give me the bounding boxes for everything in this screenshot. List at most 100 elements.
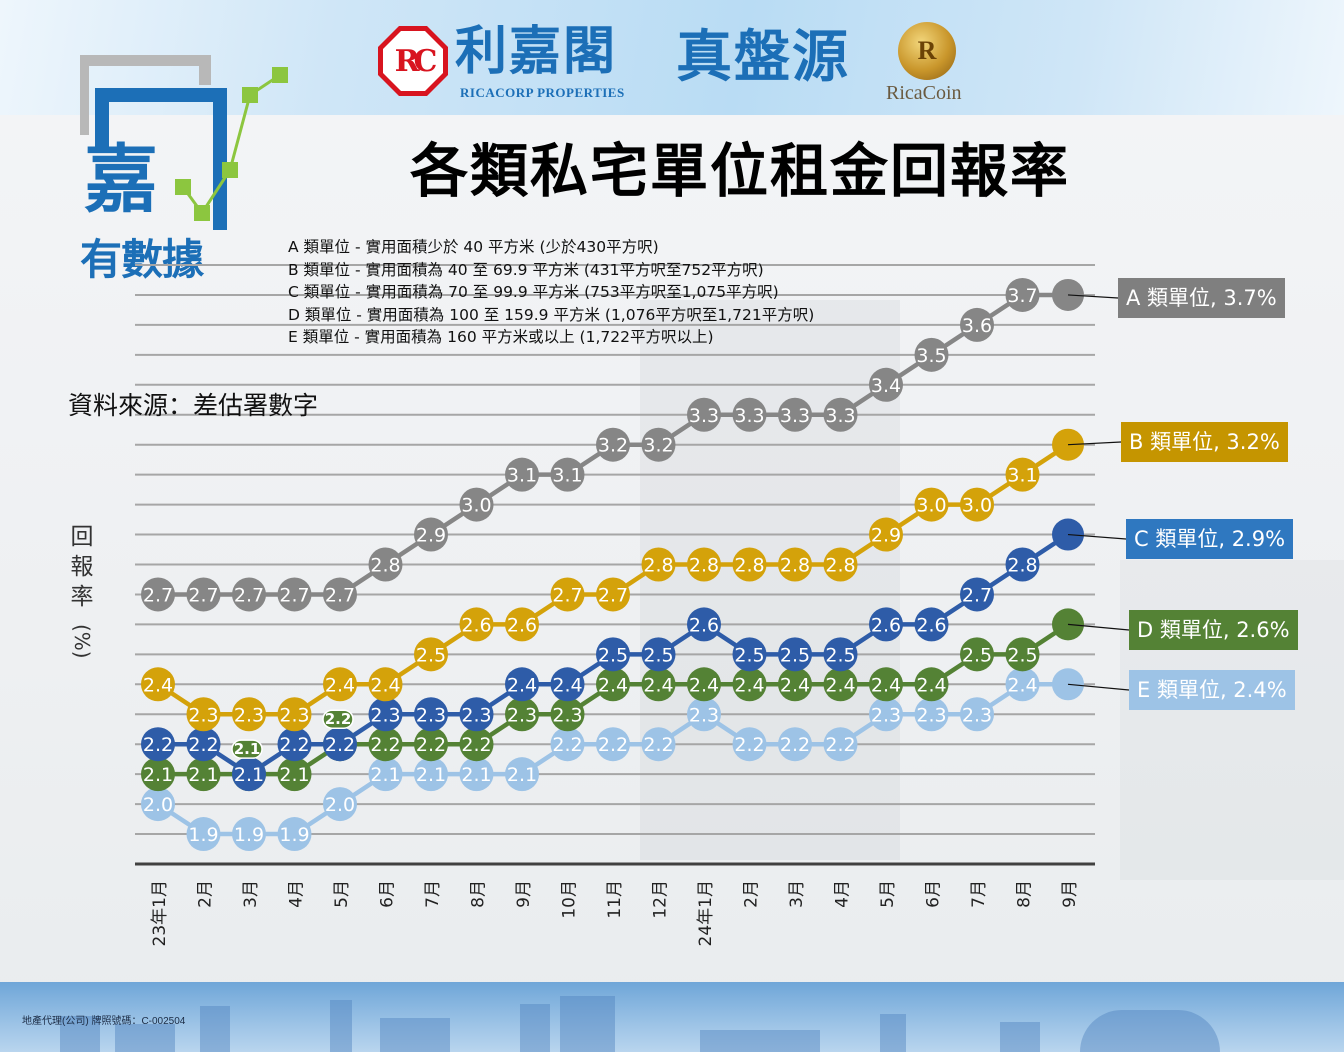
data-point-marker: [186, 697, 221, 732]
data-label: 2.1: [234, 740, 261, 758]
data-point: 2.5: [414, 637, 448, 672]
data-point: 2.3: [869, 697, 903, 732]
callout-leader: [1067, 294, 1119, 299]
ka-data-logo: [80, 55, 288, 230]
y-axis-label: 回 報 率 (%): [64, 522, 100, 666]
x-tick-label: 2月: [742, 880, 762, 908]
data-label: 1.9: [234, 824, 264, 846]
data-points: 2.01.9 1.9 1.92.02.1 2.1 2.1 2.12.2 2.2 2.22.32…: [141, 277, 1084, 852]
background-building: [640, 300, 900, 860]
callout-c: C 類單位, 2.9%: [1126, 519, 1294, 559]
x-tick-label: 8月: [469, 880, 489, 908]
data-label: 2.3: [916, 704, 946, 726]
data-point: 2.2: [459, 727, 494, 762]
x-tick-label: 2月: [196, 880, 216, 908]
data-label: 3.2: [598, 435, 628, 457]
data-point-marker: [641, 547, 676, 582]
data-point: 2.2: [277, 727, 312, 762]
callout-e: E 類單位, 2.4%: [1129, 670, 1295, 710]
data-point-marker: [869, 607, 903, 642]
logo-text-ka: 嘉: [84, 137, 158, 223]
data-label: 2.3: [416, 704, 446, 726]
skyline-shape: [520, 1004, 550, 1052]
data-point-marker: [960, 577, 994, 612]
data-point-marker: [960, 487, 994, 522]
data-point-marker: [596, 637, 630, 672]
data-point-marker: [1005, 457, 1040, 492]
data-point-marker: [641, 637, 676, 672]
data-point-marker: [778, 727, 812, 762]
data-point: 2.2: [641, 727, 676, 762]
logo-point: [242, 87, 258, 103]
data-label: 2.3: [552, 704, 582, 726]
data-point: 2.6: [869, 607, 903, 642]
data-point-marker: [277, 727, 312, 762]
x-tick-label: 8月: [1015, 880, 1035, 908]
ricacoin-icon: R: [898, 22, 956, 80]
data-label: 2.2: [825, 734, 855, 756]
unit-definitions: A 類單位 - 實用面積少於 40 平方米 (少於430平方呎) B 類單位 -…: [288, 236, 814, 349]
data-point-marker: [323, 667, 357, 702]
data-label: 2.2: [734, 734, 764, 756]
data-label: 2.4: [689, 674, 719, 696]
data-point-marker: [232, 577, 266, 612]
data-point: 2.1: [505, 757, 539, 792]
data-point: 2.1: [414, 757, 448, 792]
data-point: 2.8: [368, 547, 403, 582]
data-point-marker: [323, 727, 357, 762]
x-tick-label: 7月: [423, 880, 443, 908]
y-axis-label-char: 報: [70, 554, 94, 580]
data-point-marker: [778, 397, 812, 432]
logo-text-data: 有數據: [80, 235, 204, 284]
data-point: 2.4: [550, 667, 585, 702]
y-axis-unit: (%): [70, 623, 94, 659]
data-label: 2.4: [507, 674, 537, 696]
data-label: 2.6: [507, 614, 537, 636]
data-point-marker: [368, 697, 403, 732]
data-point: 1.9: [232, 817, 266, 852]
data-point: 2.5: [960, 637, 994, 672]
definition-a: A 類單位 - 實用面積少於 40 平方米 (少於430平方呎): [288, 238, 659, 256]
data-label: 3.0: [461, 495, 491, 517]
data-point: 2.3: [687, 697, 721, 732]
data-point: 2.3: [459, 697, 494, 732]
x-tick-label: 9月: [1060, 880, 1080, 908]
data-label-offset: 2.1: [231, 739, 263, 759]
x-tick-label: 5月: [332, 880, 352, 908]
data-point: 2.5: [823, 637, 858, 672]
data-label: 2.2: [188, 734, 218, 756]
data-label: 2.8: [1007, 555, 1037, 577]
logo-point: [175, 179, 191, 195]
data-point: 2.4: [323, 667, 357, 702]
data-label: 2.4: [143, 674, 173, 696]
data-label: 2.1: [507, 764, 537, 786]
data-point-marker: [914, 607, 949, 642]
data-point: 2.5: [641, 637, 676, 672]
data-point: 2.0: [141, 787, 175, 822]
x-tick-label: 6月: [924, 880, 944, 908]
data-label: 2.1: [279, 764, 309, 786]
skyline-shape: [380, 1018, 450, 1052]
data-point: 2.4: [823, 667, 858, 702]
data-point: 2.1: [277, 757, 312, 792]
data-point: 3.1: [1005, 457, 1040, 492]
data-point-marker: [732, 547, 767, 582]
data-point-marker: [914, 487, 949, 522]
x-tick-label: 3月: [787, 880, 807, 908]
data-label: 3.1: [552, 465, 582, 487]
data-point-marker: [869, 367, 903, 402]
data-point: 3.3: [823, 397, 858, 432]
data-point-marker: [778, 637, 812, 672]
data-point: 2.0: [323, 787, 357, 822]
data-point: 2.3: [414, 697, 448, 732]
data-label: 2.3: [871, 704, 901, 726]
data-point: 2.4: [778, 667, 812, 702]
data-label: 2.7: [325, 584, 355, 606]
data-label: 2.3: [370, 704, 400, 726]
data-point: 2.4: [914, 667, 949, 702]
data-point-marker: [823, 547, 858, 582]
data-label-pill: [322, 709, 354, 729]
data-point-marker: [823, 637, 858, 672]
data-point-marker: [1005, 547, 1040, 582]
brand-chinese: 利嘉閣: [455, 21, 618, 82]
